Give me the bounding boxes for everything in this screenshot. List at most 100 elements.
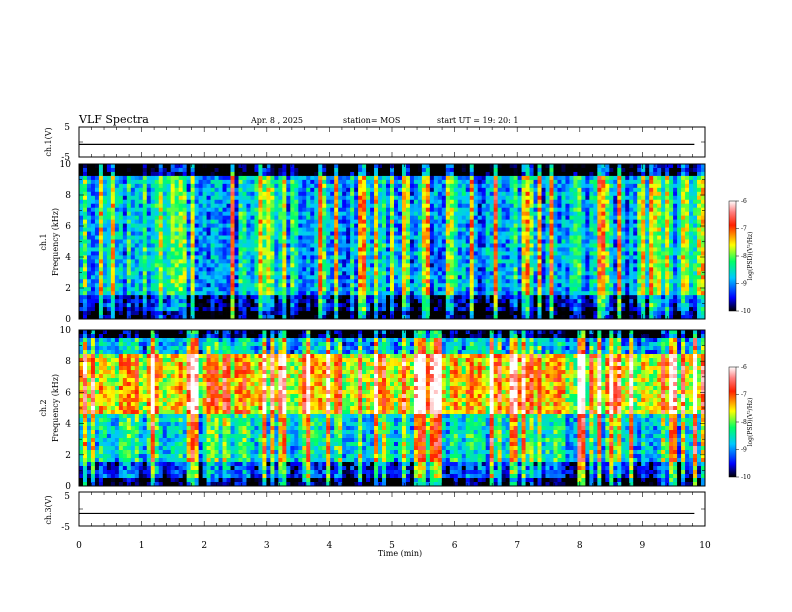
spectrogram-cell xyxy=(250,167,255,173)
spectrogram-cell xyxy=(545,195,550,201)
spectrogram-cell xyxy=(393,263,399,268)
spectrogram-cell xyxy=(282,271,287,276)
spectrogram-cell xyxy=(166,307,172,312)
spectrogram-cell xyxy=(453,255,459,260)
spectrogram-cell xyxy=(386,267,391,272)
spectrogram-cell xyxy=(318,215,323,221)
spectrogram-cell xyxy=(505,275,511,280)
spectrogram-cell xyxy=(222,235,227,240)
spectrogram-cell xyxy=(405,291,411,296)
spectrogram-cell xyxy=(130,279,136,284)
spectrogram-cell xyxy=(421,283,427,288)
spectrogram-cell xyxy=(190,307,196,312)
spectrogram-cell xyxy=(282,255,287,260)
spectrogram-cell xyxy=(154,239,160,244)
spectrogram-cell xyxy=(274,235,279,240)
spectrogram-cell xyxy=(266,315,271,320)
spectrogram-cell xyxy=(246,295,251,300)
spectrogram-cell xyxy=(533,243,538,248)
spectrogram-cell xyxy=(330,295,335,300)
spectrogram-cell xyxy=(469,199,475,205)
spectrogram-cell xyxy=(441,179,447,185)
spectrogram-cell xyxy=(310,243,315,248)
spectrogram-cell xyxy=(198,247,204,252)
spectrogram-cell xyxy=(130,271,136,276)
spectrogram-cell xyxy=(130,195,136,201)
spectrogram-cell xyxy=(473,251,479,256)
spectrogram-cell xyxy=(505,287,511,292)
spectrogram-cell xyxy=(350,203,355,209)
spectrogram-cell xyxy=(242,243,247,248)
spectrogram-cell xyxy=(118,195,124,201)
spectrogram-cell xyxy=(254,171,259,177)
spectrogram-cell xyxy=(509,231,515,236)
spectrogram-cell xyxy=(366,311,371,316)
spectrogram-cell xyxy=(461,275,467,280)
spectrogram-cell xyxy=(497,275,503,280)
spectrogram-cell xyxy=(393,311,399,316)
spectrogram-cell xyxy=(122,187,128,193)
spectrogram-cell xyxy=(346,235,351,240)
spectrogram-cell xyxy=(210,211,215,217)
spectrogram-cell xyxy=(86,315,92,320)
spectrogram-cell xyxy=(210,171,215,177)
spectrogram-cell xyxy=(366,263,371,268)
spectrogram-cell xyxy=(134,191,140,197)
spectrogram-cell xyxy=(234,167,239,173)
spectrogram-cell xyxy=(150,211,156,217)
spectrogram-cell xyxy=(525,195,530,201)
spectrogram-cell xyxy=(477,223,483,228)
spectrogram-cell xyxy=(417,291,423,296)
spectrogram-cell xyxy=(481,167,487,173)
spectrogram-cell xyxy=(553,179,558,185)
spectrogram-cell xyxy=(449,211,455,217)
spectrogram-cell xyxy=(106,283,112,288)
spectrogram-cell xyxy=(569,175,574,181)
spectrogram-cell xyxy=(409,203,415,209)
spectrogram-cell xyxy=(489,231,495,236)
spectrogram-cell xyxy=(270,231,275,236)
spectrogram-cell xyxy=(449,239,455,244)
spectrogram-cell xyxy=(230,164,235,169)
spectrogram-cell xyxy=(94,247,100,252)
spectrogram-cell xyxy=(154,271,160,276)
spectrogram-cell xyxy=(162,251,168,256)
spectrogram-cell xyxy=(537,271,542,276)
spectrogram-cell xyxy=(262,207,267,213)
spectrogram-cell xyxy=(250,171,255,177)
spectrogram-cell xyxy=(465,299,471,304)
spectrogram-cell xyxy=(477,255,483,260)
spectrogram-cell xyxy=(202,283,207,288)
spectrogram-cell xyxy=(461,175,467,181)
spectrogram-cell xyxy=(290,315,295,320)
spectrogram-cell xyxy=(218,191,223,197)
spectrogram-cell xyxy=(350,227,355,232)
spectrogram-cell xyxy=(489,199,495,205)
spectrogram-cell xyxy=(425,267,431,272)
spectrogram-cell xyxy=(525,227,530,232)
spectrogram-cell xyxy=(206,227,211,232)
spectrogram-cell xyxy=(310,207,315,213)
spectrogram-cell xyxy=(138,175,144,181)
spectrogram-cell xyxy=(314,179,319,185)
spectrogram-cell xyxy=(362,271,367,276)
spectrogram-cell xyxy=(198,183,204,189)
spectrogram-cell xyxy=(517,263,522,268)
spectrogram-cell xyxy=(509,191,515,197)
spectrogram-cell xyxy=(549,259,554,264)
spectrogram-cell xyxy=(170,247,176,252)
spectrogram-cell xyxy=(190,235,196,240)
spectrogram-cell xyxy=(238,203,243,209)
spectrogram-cell xyxy=(509,271,515,276)
spectrogram-cell xyxy=(409,164,415,169)
spectrogram-cell xyxy=(393,239,399,244)
spectrogram-cell xyxy=(206,187,211,193)
spectrogram-cell xyxy=(254,279,259,284)
spectrogram-cell xyxy=(282,175,287,181)
spectrogram-cell xyxy=(449,187,455,193)
spectrogram-cell xyxy=(270,171,275,177)
spectrogram-cell xyxy=(449,307,455,312)
spectrogram-cell xyxy=(425,307,431,312)
spectrogram-cell xyxy=(417,227,423,232)
spectrogram-cell xyxy=(533,164,538,169)
